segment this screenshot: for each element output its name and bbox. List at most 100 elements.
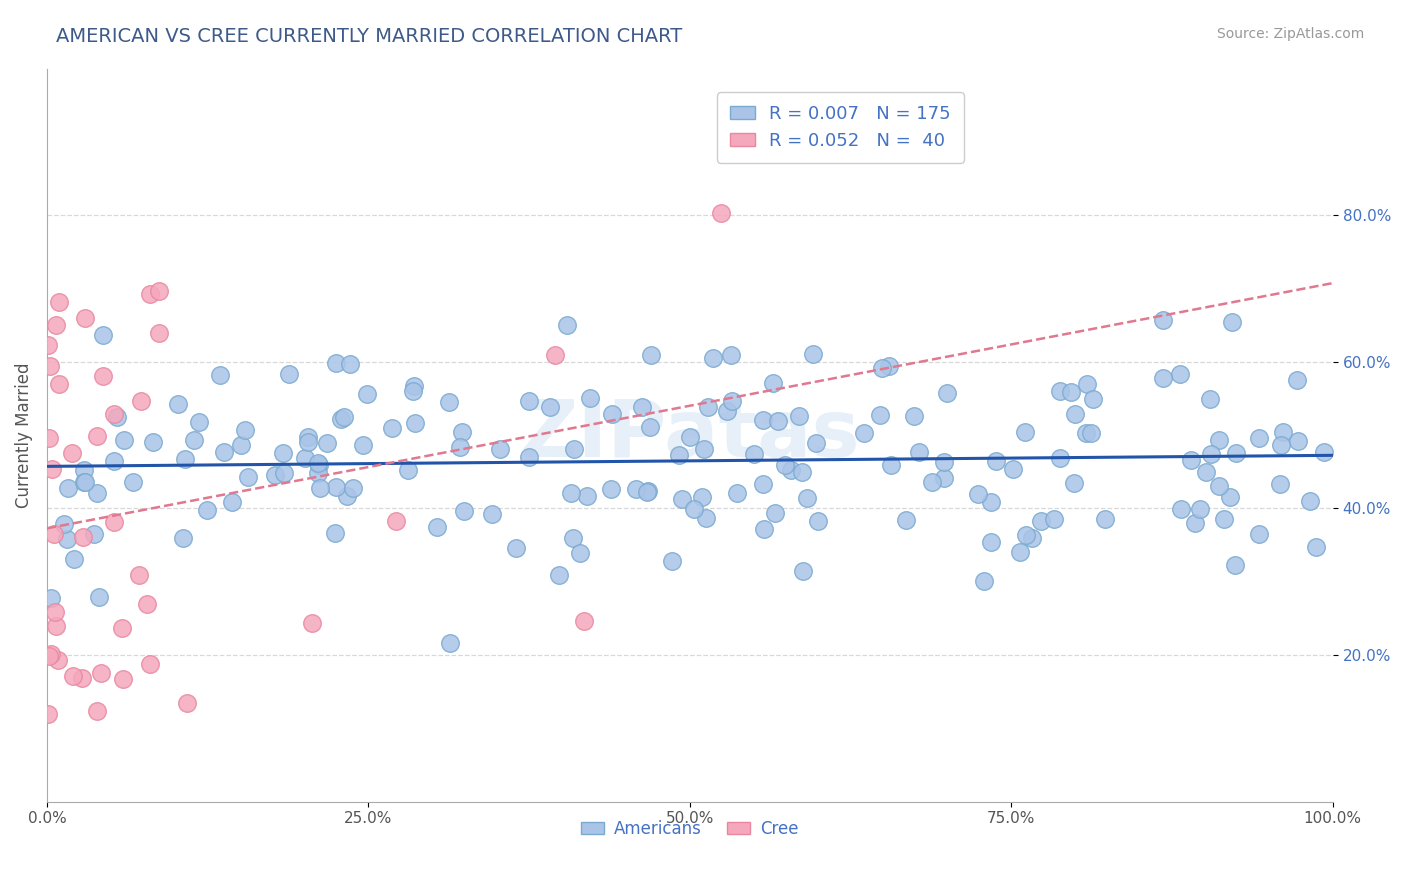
Point (297, 434, 319, 449)
Point (294, 450, 316, 465)
Point (103, 454, 125, 468)
Point (38, 359, 60, 374)
Point (37, 706, 59, 721)
Point (599, 482, 621, 496)
Point (710, 205, 733, 219)
Point (679, 429, 702, 443)
Point (852, 426, 875, 441)
Point (238, 470, 260, 484)
Point (934, 455, 956, 469)
Point (1189, 502, 1212, 516)
Point (235, 423, 257, 437)
Point (1286, 434, 1309, 448)
Point (762, 376, 785, 390)
Point (1270, 477, 1292, 491)
Point (562, 532, 585, 546)
Point (555, 318, 578, 332)
Point (48, 377, 70, 392)
Point (1219, 490, 1241, 504)
Text: Source: ZipAtlas.com: Source: ZipAtlas.com (1216, 27, 1364, 41)
Point (396, 463, 419, 477)
Point (401, 384, 423, 398)
Point (1152, 371, 1174, 385)
Point (752, 522, 775, 536)
Point (716, 404, 738, 418)
Point (572, 614, 595, 628)
Point (356, 386, 378, 401)
Point (93, 368, 115, 383)
Point (308, 458, 330, 472)
Point (148, 284, 170, 298)
Point (636, 485, 658, 500)
Point (721, 394, 744, 409)
Point (661, 554, 683, 568)
Point (103, 516, 125, 530)
Point (544, 348, 567, 362)
Point (801, 347, 824, 361)
Point (426, 519, 449, 533)
Point (517, 393, 540, 408)
Legend: Americans, Cree: Americans, Cree (574, 814, 806, 845)
Point (869, 408, 891, 422)
Point (787, 409, 810, 424)
Point (42, 527, 65, 541)
Text: AMERICAN VS CREE CURRENTLY MARRIED CORRELATION CHART: AMERICAN VS CREE CURRENTLY MARRIED CORRE… (56, 27, 682, 45)
Point (640, 348, 662, 362)
Point (903, 409, 925, 423)
Point (575, 489, 598, 503)
Point (339, 357, 361, 371)
Point (307, 466, 329, 480)
Point (62, 552, 84, 566)
Point (60, 446, 83, 460)
Point (48, 294, 70, 309)
Point (316, 436, 339, 450)
Point (273, 466, 295, 480)
Point (935, 386, 957, 401)
Point (872, 360, 894, 375)
Point (87, 590, 110, 604)
Point (1002, 462, 1025, 476)
Point (973, 574, 995, 588)
Point (877, 359, 900, 373)
Point (112, 433, 135, 447)
Point (135, 597, 157, 611)
Point (41, 462, 63, 476)
Point (105, 410, 128, 425)
Point (271, 446, 294, 460)
Point (1247, 527, 1270, 541)
Point (1305, 541, 1327, 555)
Point (44, 605, 66, 619)
Point (562, 442, 585, 456)
Point (517, 450, 540, 464)
Text: ZIPatas: ZIPatas (520, 396, 860, 474)
Point (263, 467, 285, 482)
Point (1074, 425, 1097, 440)
Point (86, 486, 108, 500)
Point (1031, 514, 1053, 528)
Point (73, 475, 96, 490)
Point (896, 513, 918, 527)
Point (792, 564, 814, 578)
Point (86, 705, 108, 719)
Point (695, 511, 717, 525)
Point (1208, 479, 1230, 493)
Point (1249, 431, 1271, 445)
Point (45, 318, 67, 333)
Point (1010, 545, 1032, 559)
Point (966, 486, 988, 500)
Point (1081, 392, 1104, 407)
Point (1080, 425, 1102, 440)
Point (330, 412, 353, 426)
Point (86, 429, 108, 443)
Point (569, 546, 592, 560)
Point (208, 368, 231, 382)
Point (103, 407, 125, 421)
Point (352, 438, 374, 452)
Point (453, 504, 475, 518)
Point (437, 394, 460, 409)
Point (1299, 494, 1322, 508)
Point (752, 413, 775, 427)
Point (720, 348, 742, 362)
Point (505, 541, 527, 555)
Point (39, 591, 62, 605)
